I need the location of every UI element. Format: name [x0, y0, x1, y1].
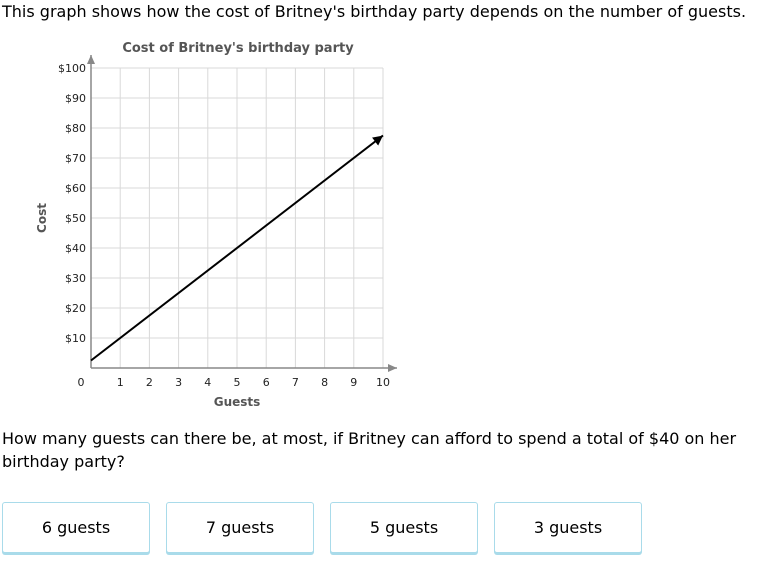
intro-text: This graph shows how the cost of Britney… [2, 2, 747, 21]
chart-title: Cost of Britney's birthday party [122, 41, 354, 56]
choice-3-guests[interactable]: 3 guests [494, 502, 642, 553]
y-tick-label: $60 [65, 182, 86, 195]
x-tick-label: 6 [263, 376, 270, 389]
y-tick-label: $80 [65, 122, 86, 135]
x-tick-label: 0 [78, 376, 85, 389]
y-tick-label: $20 [65, 302, 86, 315]
y-tick-label: $100 [58, 62, 86, 75]
choice-6-guests[interactable]: 6 guests [2, 502, 150, 553]
answer-choices: 6 guests 7 guests 5 guests 3 guests [2, 502, 642, 553]
y-tick-label: $50 [65, 212, 86, 225]
cost-line [90, 134, 384, 362]
y-tick-label: $90 [65, 92, 86, 105]
x-tick-label: 9 [350, 376, 357, 389]
x-tick-label: 5 [234, 376, 241, 389]
y-tick-label: $10 [65, 332, 86, 345]
x-tick-label: 3 [175, 376, 182, 389]
choice-5-guests[interactable]: 5 guests [330, 502, 478, 553]
x-tick-label: 8 [321, 376, 328, 389]
y-tick-label: $30 [65, 272, 86, 285]
choice-7-guests[interactable]: 7 guests [166, 502, 314, 553]
x-tick-label: 7 [292, 376, 299, 389]
x-tick-label: 10 [376, 376, 390, 389]
y-tick-label: $40 [65, 242, 86, 255]
cost-chart: Cost of Britney's birthday party $10 $20 $3… [35, 41, 397, 409]
y-tick-label: $70 [65, 152, 86, 165]
x-tick-label: 1 [117, 376, 124, 389]
y-axis-label: Cost [35, 203, 49, 233]
x-axis-label: Guests [214, 395, 261, 409]
question-text: How many guests can there be, at most, i… [2, 429, 737, 471]
x-tick-label: 4 [204, 376, 211, 389]
x-tick-label: 2 [146, 376, 153, 389]
